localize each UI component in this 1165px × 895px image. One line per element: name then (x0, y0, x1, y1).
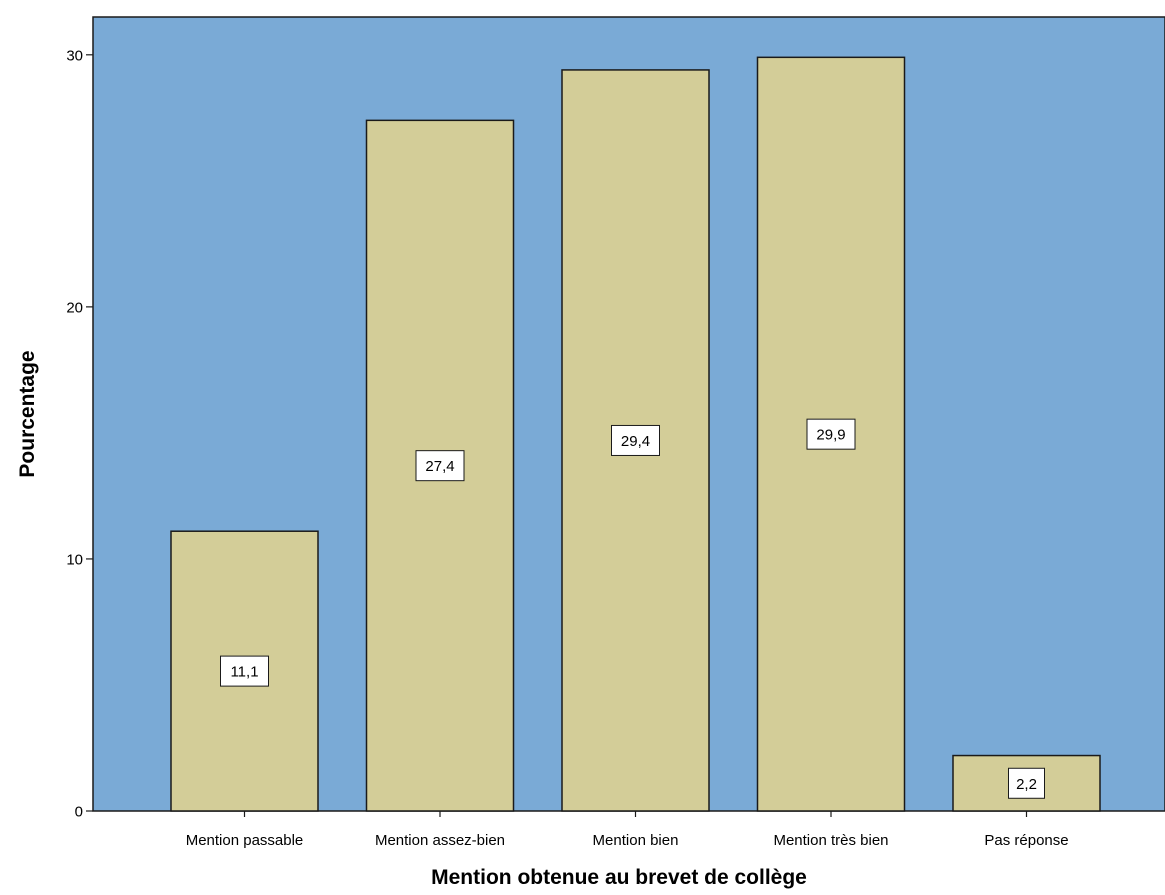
data-label-pas-reponse: 2,2 (1016, 776, 1037, 793)
data-label-box-pas-reponse (1008, 767, 1045, 799)
x-axis-title: Mention obtenue au brevet de collège (431, 866, 807, 889)
x-tick-label-pas-reponse: Pas réponse (984, 832, 1068, 849)
y-tick-label-0: 0 (75, 804, 83, 821)
data-label-mention-passable: 11,1 (230, 664, 258, 681)
data-label-box-mention-assez-bien (415, 450, 465, 482)
y-tick-label-20: 20 (66, 299, 83, 316)
data-label-box-mention-bien (611, 424, 660, 456)
y-axis-title: Pourcentage (16, 350, 39, 477)
x-tick-label-mention-passable: Mention passable (186, 832, 304, 849)
x-tick-label-mention-assez-bien: Mention assez-bien (375, 832, 505, 849)
data-label-box-mention-tres-bien (806, 418, 856, 450)
data-label-mention-tres-bien: 29,9 (816, 427, 845, 444)
data-label-mention-bien: 29,4 (621, 433, 650, 450)
y-tick-label-10: 10 (66, 551, 83, 568)
x-tick-label-mention-tres-bien: Mention très bien (773, 832, 888, 849)
y-tick-label-30: 30 (66, 47, 83, 64)
x-tick-label-mention-bien: Mention bien (593, 832, 679, 849)
data-label-box-mention-passable (220, 655, 269, 687)
data-label-mention-assez-bien: 27,4 (425, 458, 454, 475)
